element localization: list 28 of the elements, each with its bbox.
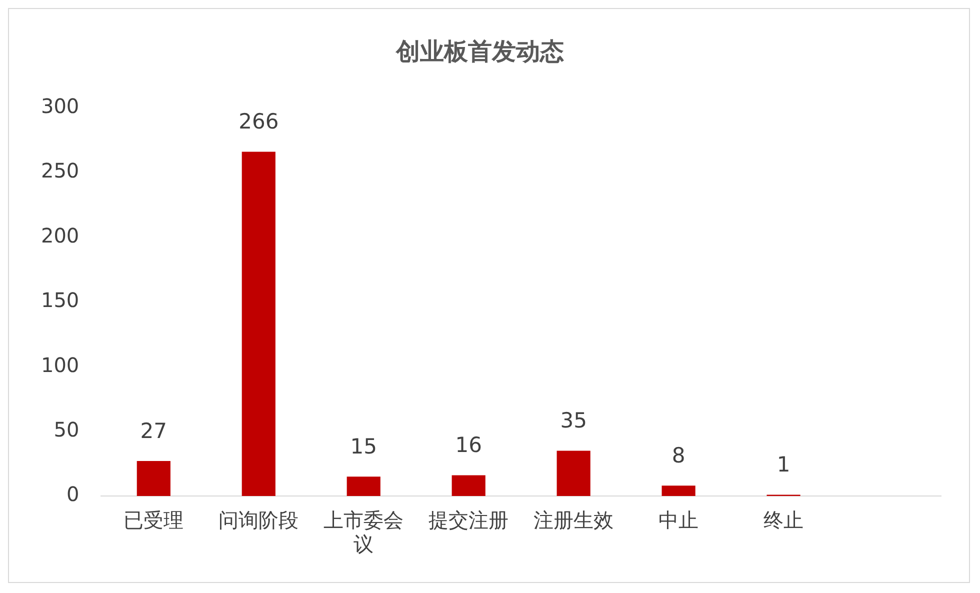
- bar: [346, 476, 380, 496]
- y-tick-label: 200: [40, 223, 80, 248]
- y-tick-label: 150: [40, 288, 80, 312]
- y-tick-label: 100: [40, 352, 80, 377]
- data-label: 15: [350, 434, 377, 459]
- x-tick-label: 注册生效: [534, 508, 614, 532]
- data-label: 266: [238, 110, 279, 134]
- bar: [242, 152, 276, 496]
- bar: [662, 486, 696, 496]
- x-tick-label: 问询阶段: [218, 508, 299, 532]
- bar: [556, 450, 590, 496]
- bar: [452, 475, 486, 496]
- x-tick-label: 终止: [764, 508, 804, 532]
- x-tick-label: 上市委会议: [324, 508, 404, 556]
- data-label: 8: [672, 444, 686, 468]
- y-tick-label: 0: [66, 482, 80, 506]
- data-label: 35: [560, 408, 587, 433]
- y-tick-label: 250: [40, 158, 80, 183]
- data-label: 27: [140, 419, 168, 444]
- y-tick-label: 50: [54, 418, 80, 442]
- data-label: 1: [776, 452, 790, 477]
- x-tick-label: 已受理: [124, 508, 184, 532]
- x-tick-label: 提交注册: [428, 508, 509, 532]
- x-tick-label: 中止: [658, 508, 699, 532]
- bar: [136, 461, 170, 496]
- chart-title: 创业板首发动态: [395, 38, 564, 66]
- y-tick-label: 300: [40, 94, 80, 118]
- data-label: 16: [455, 433, 482, 458]
